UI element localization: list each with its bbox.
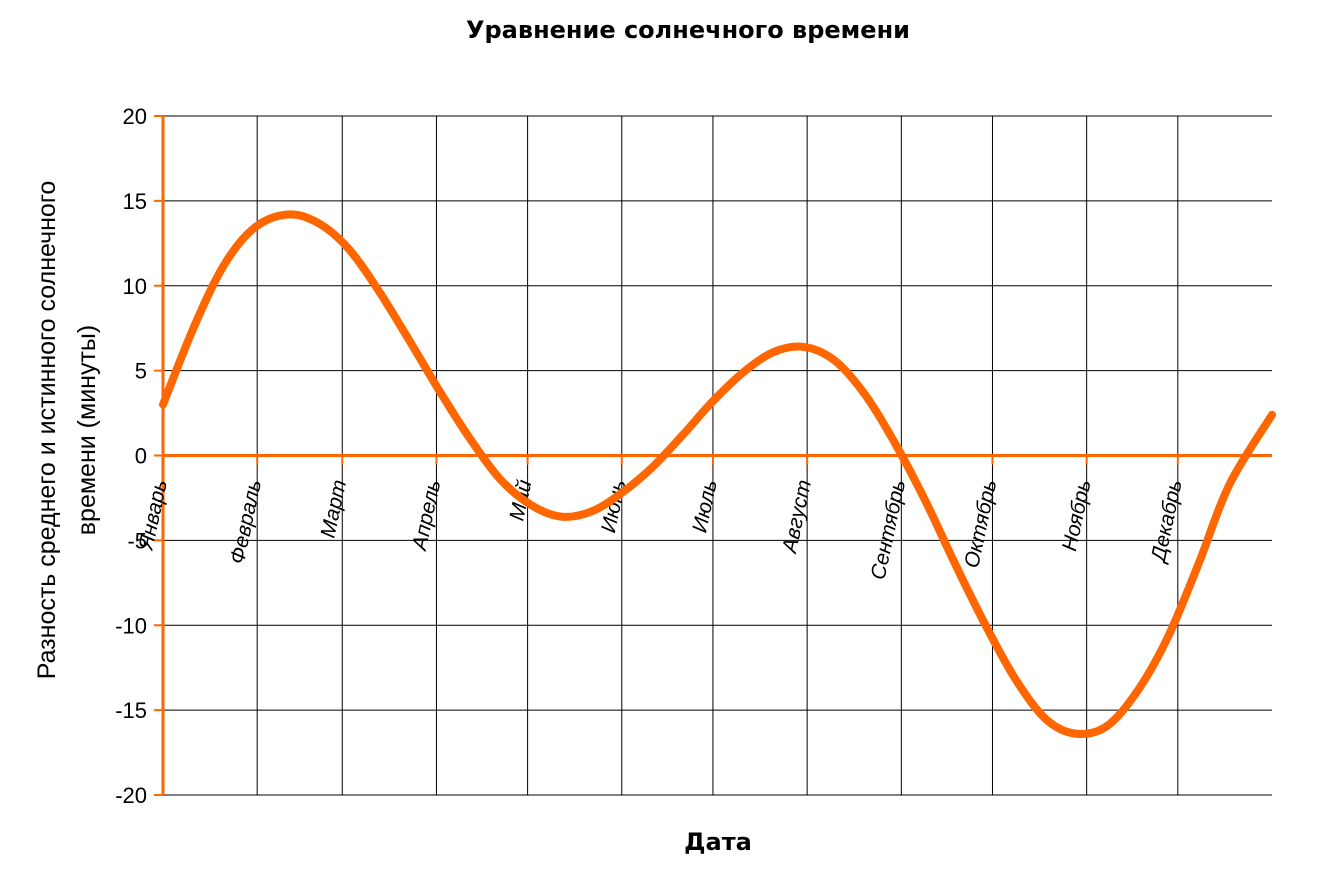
y-tick-label: -5 bbox=[127, 528, 147, 553]
x-tick-label: Январь bbox=[134, 478, 171, 553]
y-tick-label: -15 bbox=[115, 698, 147, 723]
chart-title: Уравнение солнечного времени bbox=[466, 16, 910, 44]
x-axis-label: Дата bbox=[684, 828, 752, 856]
x-tick-label: Апрель bbox=[408, 478, 446, 554]
axes bbox=[154, 115, 1272, 796]
x-tick-label: Октябрь bbox=[960, 478, 1001, 570]
y-tick-label: 20 bbox=[123, 104, 147, 129]
y-axis-label-line1: Разность среднего и истинного солнечного bbox=[33, 181, 61, 680]
x-tick-label: Август bbox=[778, 478, 816, 557]
y-tick-label: -10 bbox=[115, 613, 147, 638]
x-tick-label: Июль bbox=[688, 478, 722, 535]
y-tick-labels: 20 15 10 5 0 -5 -10 -15 -20 bbox=[115, 104, 147, 808]
y-tick-label: -20 bbox=[115, 783, 147, 808]
y-axis-label-line2: времени (минуты) bbox=[73, 325, 101, 535]
y-tick-label: 5 bbox=[135, 359, 147, 384]
equation-of-time-line bbox=[159, 210, 1276, 739]
x-tick-labels: Январь Февраль Март Апрель Май Июнь Июль Август… bbox=[134, 477, 1186, 581]
x-tick-label: Март bbox=[316, 478, 351, 540]
y-axis-label: Разность среднего и истинного солнечного… bbox=[33, 181, 101, 680]
x-tick-label: Сентябрь bbox=[867, 478, 911, 582]
x-tick-label: Февраль bbox=[226, 478, 266, 566]
y-tick-label: 10 bbox=[123, 274, 147, 299]
y-tick-label: 0 bbox=[135, 444, 147, 469]
x-tick-label: Декабрь bbox=[1147, 478, 1187, 566]
series-group bbox=[159, 210, 1276, 739]
y-tick-label: 15 bbox=[123, 189, 147, 214]
x-tick-label: Ноябрь bbox=[1058, 478, 1095, 553]
